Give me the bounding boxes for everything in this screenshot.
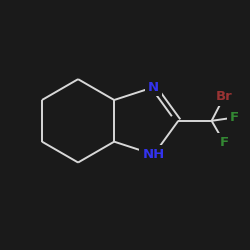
Text: NH: NH <box>143 148 165 161</box>
Text: F: F <box>220 136 229 149</box>
FancyBboxPatch shape <box>139 146 168 164</box>
Text: F: F <box>230 111 239 124</box>
FancyBboxPatch shape <box>216 133 232 152</box>
FancyBboxPatch shape <box>212 88 236 106</box>
FancyBboxPatch shape <box>146 78 162 96</box>
Text: N: N <box>148 80 159 94</box>
Text: Br: Br <box>216 90 232 103</box>
FancyBboxPatch shape <box>227 108 242 127</box>
